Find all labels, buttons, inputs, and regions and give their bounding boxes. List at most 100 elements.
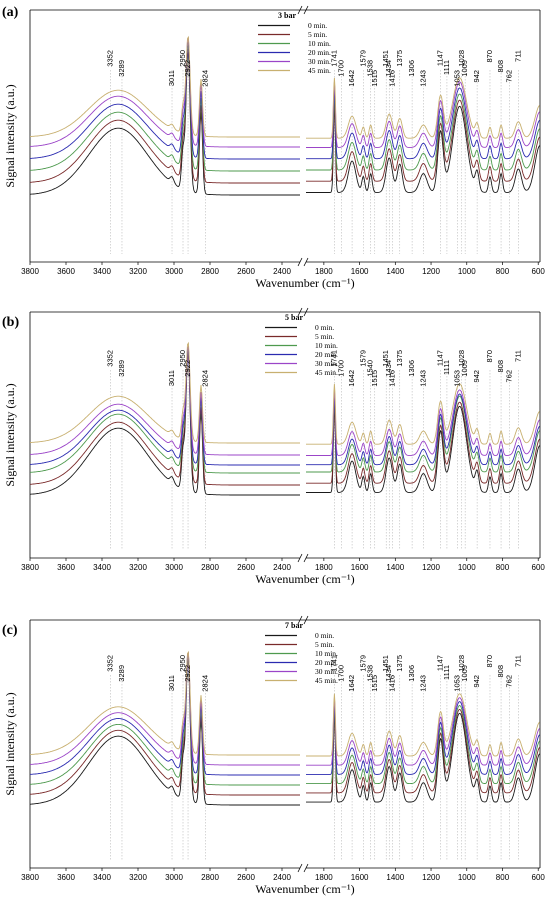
peak-label: 1375 <box>395 50 404 67</box>
series-line-right-3 <box>306 393 540 466</box>
peak-label: 1009 <box>460 360 469 377</box>
peak-label: 3289 <box>117 360 126 377</box>
peak-label: 808 <box>496 665 505 678</box>
peak-label: 1375 <box>395 350 404 367</box>
peak-label: 2824 <box>201 370 210 387</box>
x-tick-label: 3600 <box>57 267 75 276</box>
peak-label: 1243 <box>418 675 427 692</box>
peak-label: 1515 <box>370 370 379 387</box>
x-tick-label: 1200 <box>422 267 440 276</box>
peak-label: 870 <box>485 50 494 63</box>
peak-label: 3011 <box>167 70 176 86</box>
legend-entry-4: 30 min. <box>315 359 338 368</box>
x-tick-label: 600 <box>532 267 546 276</box>
peak-label: 2824 <box>201 70 210 87</box>
peak-label: 1434 <box>384 665 393 682</box>
series-line-right-4 <box>306 697 540 766</box>
peak-label: 942 <box>472 675 481 688</box>
peak-label: 1416 <box>387 675 396 692</box>
x-tick-label: 2400 <box>273 267 291 276</box>
peak-label: 3289 <box>117 60 126 77</box>
series-line-right-2 <box>306 93 540 171</box>
legend-title: 3 bar <box>278 11 296 20</box>
axis-break-mark <box>297 863 303 873</box>
series-line-left-0 <box>29 52 300 196</box>
legend-title: 5 bar <box>285 313 303 322</box>
x-tick-label: 3400 <box>93 267 111 276</box>
peak-label: 1515 <box>370 675 379 692</box>
legend-entry-1: 5 min. <box>315 640 334 649</box>
x-axis-title: Wavenumber (cm⁻¹) <box>255 276 354 290</box>
x-tick-label: 2600 <box>237 267 255 276</box>
x-tick-label: 1400 <box>386 267 404 276</box>
x-tick-label: 3800 <box>21 267 39 276</box>
axis-break-mark <box>303 307 309 317</box>
axis-break-mark <box>297 257 303 267</box>
x-tick-label: 600 <box>532 873 546 882</box>
peak-label: 1111 <box>442 60 451 75</box>
series-line-left-2 <box>29 43 300 172</box>
peak-label: 1700 <box>337 360 346 377</box>
panel-label: (c) <box>2 623 18 638</box>
peak-label: 1700 <box>337 665 346 682</box>
x-tick-label: 1400 <box>386 563 404 572</box>
peak-label: 1375 <box>395 655 404 672</box>
x-tick-label: 2800 <box>201 267 219 276</box>
x-tick-label: 2600 <box>237 563 255 572</box>
x-tick-label: 3800 <box>21 563 39 572</box>
series-line-right-1 <box>306 401 540 484</box>
peak-label: 3352 <box>106 50 115 67</box>
legend-entry-2: 10 min. <box>315 649 338 658</box>
x-tick-label: 1600 <box>351 873 369 882</box>
series-line-right-4 <box>306 81 540 148</box>
axis-break-mark <box>303 863 309 873</box>
chart-panel-1: 3800 3600 3400 3200 3000 2800 2600 2400 1800 1600… <box>2 307 545 586</box>
peak-label: 1147 <box>436 50 445 66</box>
peak-label: 2922 <box>183 665 192 682</box>
peak-label: 3011 <box>167 675 176 691</box>
peak-label: 1642 <box>347 675 356 692</box>
x-tick-label: 3400 <box>93 563 111 572</box>
series-line-right-0 <box>306 105 540 193</box>
peak-label: 870 <box>485 350 494 363</box>
series-line-right-5 <box>306 693 540 757</box>
legend-entry-5: 45 min. <box>308 66 331 75</box>
series-line-right-1 <box>306 708 540 794</box>
x-tick-label: 1200 <box>422 873 440 882</box>
x-tick-label: 800 <box>496 873 510 882</box>
peak-label: 1111 <box>442 665 451 680</box>
x-tick-label: 1000 <box>458 563 476 572</box>
peak-label: 1028 <box>457 350 466 367</box>
axis-break-mark <box>297 307 303 317</box>
legend-entry-2: 10 min. <box>315 341 338 350</box>
legend-entry-3: 20 min. <box>315 350 338 359</box>
x-tick-label: 1600 <box>351 563 369 572</box>
series-line-right-5 <box>306 77 540 139</box>
x-tick-label: 2800 <box>201 873 219 882</box>
peak-label: 1579 <box>358 655 367 672</box>
peak-label: 1147 <box>436 655 445 671</box>
legend-entry-4: 30 min. <box>315 667 338 676</box>
legend-entry-5: 45 min. <box>315 676 338 685</box>
peak-label: 808 <box>496 60 505 73</box>
x-tick-label: 3200 <box>129 267 147 276</box>
axis-break-mark <box>303 5 309 15</box>
x-tick-label: 800 <box>496 563 510 572</box>
peak-label: 1306 <box>407 360 416 377</box>
peak-label: 1416 <box>387 70 396 87</box>
axis-break-mark <box>297 615 303 625</box>
peak-label: 1642 <box>347 370 356 387</box>
legend-entry-0: 0 min. <box>315 323 334 332</box>
legend-entry-5: 45 min. <box>315 368 338 377</box>
axis-break-mark <box>303 615 309 625</box>
peak-label: 2950 <box>178 350 187 367</box>
x-tick-label: 2800 <box>201 563 219 572</box>
peak-label: 711 <box>513 350 522 362</box>
series-line-left-0 <box>29 352 300 496</box>
x-tick-label: 3600 <box>57 873 75 882</box>
x-tick-label: 3000 <box>165 563 183 572</box>
y-axis-title: Signal intensity (a.u.) <box>3 383 17 486</box>
peak-label: 1538 <box>366 60 375 77</box>
series-line-right-4 <box>306 389 540 456</box>
